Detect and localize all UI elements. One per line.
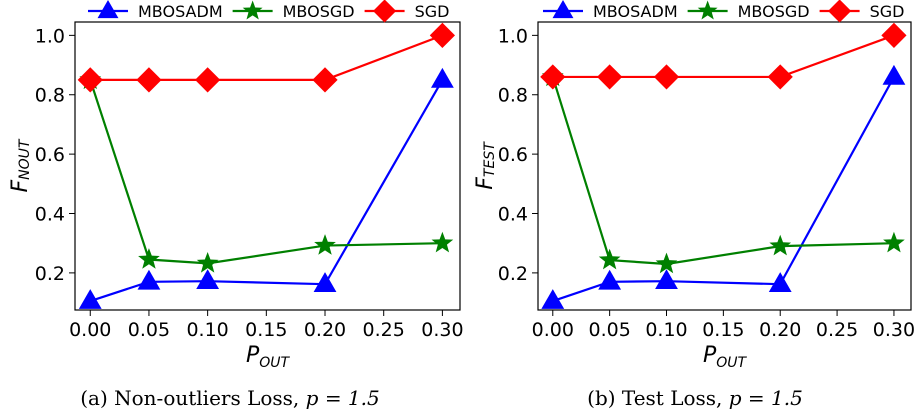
x-tick-label: 0.15	[245, 319, 287, 341]
data-point-mbosadm	[430, 67, 454, 88]
x-tick-label: 0.20	[304, 319, 346, 341]
y-tick-label: 1.0	[498, 25, 528, 47]
x-tick-label: 0.05	[128, 319, 170, 341]
data-point-mbosadm	[196, 269, 220, 289]
data-point-sgd	[312, 67, 338, 93]
legend-label: MBOSGD	[738, 2, 810, 21]
data-point-mbosgd	[655, 252, 678, 274]
y-tick-label: 0.2	[498, 263, 528, 285]
data-point-mbosgd	[431, 231, 454, 253]
caption-a-text: (a) Non-outliers Loss,	[80, 386, 305, 410]
y-tick-label: 0.6	[498, 144, 528, 166]
legend-marker-mbosgd	[697, 0, 718, 20]
y-tick-label: 0.8	[35, 85, 65, 107]
data-point-sgd	[77, 67, 103, 93]
x-axis-label: POUT	[703, 343, 748, 371]
legend: MBOSADM MBOSGD SGD	[88, 0, 449, 23]
legend-label: SGD	[870, 2, 905, 21]
legend-label: MBOSADM	[138, 2, 223, 21]
legend-item-mbosgd: MBOSGD	[232, 0, 355, 21]
y-tick-label: 0.6	[35, 144, 65, 166]
data-point-mbosadm	[768, 272, 792, 292]
data-point-sgd	[767, 64, 793, 90]
data-point-sgd	[881, 22, 907, 48]
legend-item-mbosadm: MBOSADM	[88, 0, 223, 21]
legend-item-sgd: SGD	[819, 0, 905, 23]
legend-label: SGD	[415, 2, 450, 21]
data-point-mbosadm	[655, 269, 678, 289]
y-tick-label: 0.4	[35, 204, 65, 226]
x-tick-label: 0.30	[873, 319, 915, 341]
caption-b-math: p = 1.5	[729, 386, 803, 410]
data-point-mbosadm	[313, 272, 337, 292]
data-point-mbosgd	[598, 248, 621, 270]
data-point-mbosadm	[137, 269, 161, 290]
caption-a: (a) Non-outliers Loss, p = 1.5	[80, 386, 380, 410]
data-point-mbosgd	[196, 251, 219, 273]
legend-label: MBOSADM	[593, 2, 678, 21]
x-tick-label: 0.25	[816, 319, 858, 341]
x-tick-label: 0.25	[363, 319, 405, 341]
data-point-mbosgd	[883, 231, 905, 253]
chart-panel-b: 0.00 0.05 0.10 0.15 0.20 0.25 0.30 0.2 0.4 0.6 0.8…	[473, 0, 915, 371]
data-point-mbosgd	[314, 234, 336, 255]
caption-a-math: p = 1.5	[306, 386, 380, 410]
y-axis-label: FNOUT	[8, 138, 34, 192]
y-tick-label: 0.4	[498, 204, 528, 226]
legend-item-mbosadm: MBOSADM	[543, 0, 678, 21]
data-point-sgd	[195, 67, 221, 93]
chart-panel-a: 0.00 0.05 0.10 0.15 0.20 0.25 0.30 0.2 0.4 0.6 0.8…	[8, 0, 464, 371]
x-axis-label: POUT	[246, 343, 291, 371]
caption-b: (b) Test Loss, p = 1.5	[587, 386, 803, 410]
data-point-sgd	[597, 64, 623, 90]
data-point-mbosgd	[769, 234, 792, 256]
x-tick-label: 0.05	[588, 319, 630, 341]
y-tick-label: 0.8	[498, 85, 528, 107]
data-point-sgd	[653, 64, 680, 90]
x-tick-label: 0.10	[645, 319, 687, 341]
y-tick-label: 1.0	[35, 25, 65, 47]
data-point-mbosadm	[882, 64, 906, 85]
x-tick-label: 0.30	[421, 319, 463, 341]
y-tick-label: 0.2	[35, 263, 65, 285]
x-tick-label: 0.15	[702, 319, 744, 341]
data-point-mbosadm	[78, 289, 102, 309]
data-point-sgd	[429, 22, 455, 48]
data-point-sgd	[540, 64, 566, 90]
legend-marker-sgd	[828, 0, 852, 23]
legend-marker-sgd	[373, 0, 397, 23]
legend-marker-mbosgd	[242, 0, 263, 20]
data-point-mbosgd	[138, 248, 160, 269]
x-tick-label: 0.00	[69, 319, 111, 341]
plot-frame	[537, 21, 912, 311]
y-axis-label: FTEST	[473, 141, 499, 190]
legend-item-mbosgd: MBOSGD	[687, 0, 810, 21]
caption-b-text: (b) Test Loss,	[587, 386, 729, 410]
legend-item-sgd: SGD	[364, 0, 450, 23]
x-tick-label: 0.00	[532, 319, 574, 341]
data-point-sgd	[136, 67, 162, 93]
legend-label: MBOSGD	[283, 2, 355, 21]
x-tick-label: 0.20	[759, 319, 801, 341]
legend-marker-mbosadm	[552, 0, 574, 19]
x-tick-label: 0.10	[186, 319, 228, 341]
data-point-mbosadm	[541, 289, 565, 309]
legend-marker-mbosadm	[97, 0, 119, 19]
data-point-mbosadm	[598, 269, 622, 290]
legend: MBOSADM MBOSGD SGD	[543, 0, 904, 23]
plot-frame	[74, 21, 461, 311]
